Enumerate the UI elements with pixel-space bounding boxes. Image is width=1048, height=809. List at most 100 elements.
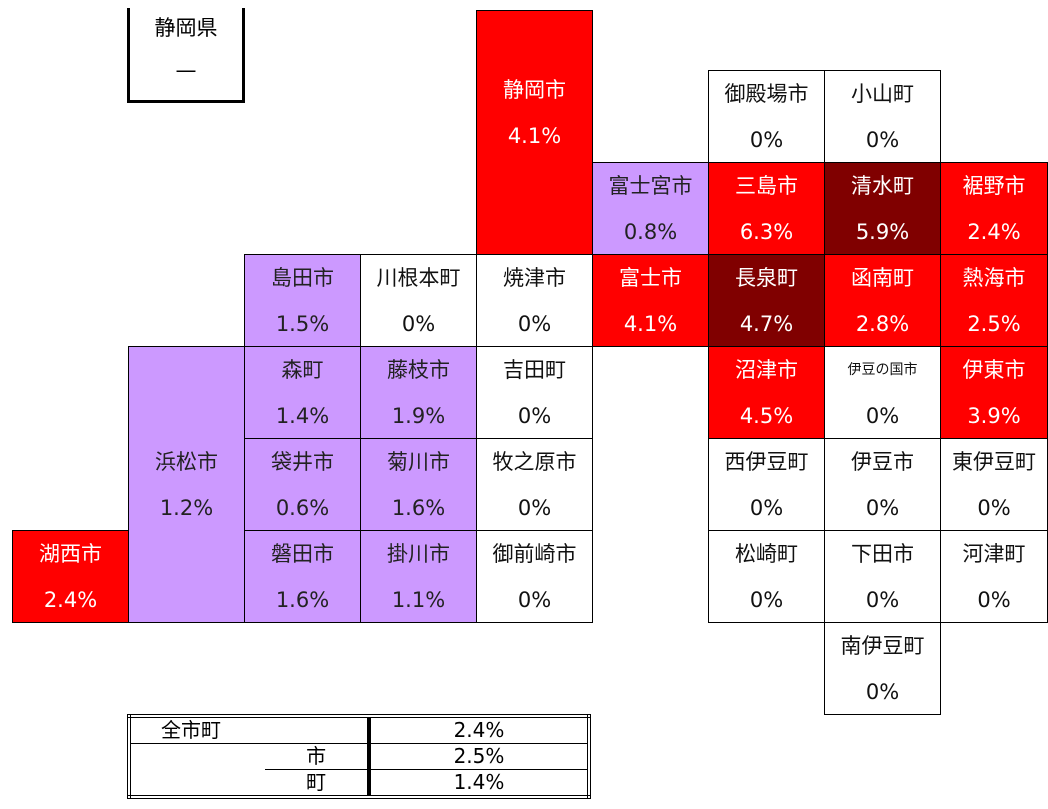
municipality-name: 東伊豆町 xyxy=(952,449,1036,474)
municipality-value: 0% xyxy=(749,495,784,520)
municipality-tile: 静岡市 4.1% xyxy=(476,10,593,255)
municipality-value: 0% xyxy=(977,587,1011,612)
summary-table: 全市町 2.4% 市 2.5% 町 1.4% xyxy=(127,714,591,799)
municipality-name: 富士市 xyxy=(619,265,682,290)
municipality-name: 森町 xyxy=(281,357,324,382)
municipality-name: 清水町 xyxy=(851,173,914,198)
municipality-value: 0% xyxy=(401,311,436,336)
municipality-tile: 掛川市 1.1% xyxy=(360,530,477,623)
municipality-value: 0% xyxy=(977,495,1011,520)
municipality-value: 4.5% xyxy=(739,403,794,428)
municipality-value: 0% xyxy=(517,311,552,336)
municipality-name: 川根本町 xyxy=(376,265,461,290)
summary-cell: 2.4% xyxy=(368,716,589,744)
municipality-tile: 函南町 2.8% xyxy=(824,254,941,347)
summary-cell: 市 xyxy=(265,743,371,770)
municipality-tile: 熱海市 2.5% xyxy=(940,254,1048,347)
municipality-tile: 西伊豆町 0% xyxy=(708,438,825,531)
municipality-tile: 長泉町 4.7% xyxy=(708,254,825,347)
municipality-value: 0% xyxy=(517,587,552,612)
municipality-name: 島田市 xyxy=(271,265,334,290)
municipality-tile: 川根本町 0% xyxy=(360,254,477,347)
municipality-name: 下田市 xyxy=(851,541,914,566)
municipality-value: 1.6% xyxy=(275,587,330,612)
municipality-name: 浜松市 xyxy=(155,449,218,474)
summary-cell xyxy=(129,744,265,770)
municipality-value: 2.4% xyxy=(967,219,1021,244)
municipality-value: 0% xyxy=(865,127,900,152)
summary-cell xyxy=(265,716,371,744)
municipality-value: 6.3% xyxy=(739,219,794,244)
municipality-tile: 河津町 0% xyxy=(940,530,1048,623)
municipality-name: 小山町 xyxy=(851,81,914,106)
municipality-tile: 伊豆の国市 0% xyxy=(824,346,941,439)
municipality-value: 0% xyxy=(749,587,784,612)
municipality-name: 河津町 xyxy=(962,541,1026,566)
municipality-name: 伊豆市 xyxy=(851,449,914,474)
summary-row: 市 2.5% xyxy=(129,743,589,770)
municipality-name: 御殿場市 xyxy=(724,81,809,106)
municipality-value: 3.9% xyxy=(967,403,1021,428)
municipality-name: 沼津市 xyxy=(735,357,798,382)
municipality-name: 吉田町 xyxy=(503,357,566,382)
municipality-name: 静岡市 xyxy=(503,77,566,102)
municipality-name: 伊豆の国市 xyxy=(847,361,918,378)
summary-cell: 町 xyxy=(265,769,371,798)
prefecture-value: — xyxy=(175,58,197,82)
municipality-tile: 下田市 0% xyxy=(824,530,941,623)
municipality-name: 磐田市 xyxy=(271,541,334,566)
summary-cell: 2.5% xyxy=(368,743,589,770)
municipality-tile: 菊川市 1.6% xyxy=(360,438,477,531)
municipality-tile: 磐田市 1.6% xyxy=(244,530,361,623)
municipality-value: 1.4% xyxy=(275,403,330,428)
municipality-tile: 浜松市 1.2% xyxy=(128,346,245,623)
municipality-value: 1.2% xyxy=(159,495,214,520)
municipality-value: 2.4% xyxy=(43,587,98,612)
municipality-name: 御前崎市 xyxy=(492,541,577,566)
municipality-tile: 富士宮市 0.8% xyxy=(592,162,709,255)
summary-cell xyxy=(129,770,265,798)
municipality-value: 0% xyxy=(865,587,900,612)
municipality-tile: 清水町 5.9% xyxy=(824,162,941,255)
municipality-value: 1.1% xyxy=(391,587,446,612)
summary-row: 全市町 2.4% xyxy=(129,716,589,744)
municipality-value: 1.6% xyxy=(391,495,446,520)
municipality-tile: 御前崎市 0% xyxy=(476,530,593,623)
municipality-value: 0% xyxy=(749,127,784,152)
municipality-value: 0% xyxy=(517,495,552,520)
municipality-name: 西伊豆町 xyxy=(724,449,809,474)
summary-cell: 1.4% xyxy=(368,769,589,798)
municipality-name: 長泉町 xyxy=(735,265,798,290)
municipality-name: 牧之原市 xyxy=(492,449,577,474)
municipality-tile: 沼津市 4.5% xyxy=(708,346,825,439)
municipality-tile: 伊東市 3.9% xyxy=(940,346,1048,439)
municipality-tile: 藤枝市 1.9% xyxy=(360,346,477,439)
prefecture-name: 静岡県 xyxy=(154,16,218,40)
municipality-name: 湖西市 xyxy=(39,541,102,566)
municipality-name: 袋井市 xyxy=(271,449,334,474)
municipality-tile: 焼津市 0% xyxy=(476,254,593,347)
municipality-name: 南伊豆町 xyxy=(840,633,925,658)
municipality-name: 焼津市 xyxy=(503,265,566,290)
municipality-value: 0% xyxy=(517,403,552,428)
municipality-name: 熱海市 xyxy=(962,265,1026,290)
municipality-value: 2.8% xyxy=(855,311,910,336)
municipality-value: 5.9% xyxy=(855,219,910,244)
summary-row: 町 1.4% xyxy=(129,769,589,798)
municipality-tile: 牧之原市 0% xyxy=(476,438,593,531)
municipality-value: 0% xyxy=(865,495,900,520)
municipality-name: 三島市 xyxy=(735,173,798,198)
municipality-name: 函南町 xyxy=(851,265,914,290)
municipality-tile: 吉田町 0% xyxy=(476,346,593,439)
municipality-name: 裾野市 xyxy=(962,173,1026,198)
municipality-tile: 松崎町 0% xyxy=(708,530,825,623)
municipality-tile: 東伊豆町 0% xyxy=(940,438,1048,531)
municipality-tile: 湖西市 2.4% xyxy=(12,530,129,623)
municipality-name: 掛川市 xyxy=(387,541,450,566)
municipality-tile: 御殿場市 0% xyxy=(708,70,825,163)
municipality-tile: 小山町 0% xyxy=(824,70,941,163)
municipality-tile: 島田市 1.5% xyxy=(244,254,361,347)
municipality-tile: 袋井市 0.6% xyxy=(244,438,361,531)
municipality-tile: 裾野市 2.4% xyxy=(940,162,1048,255)
